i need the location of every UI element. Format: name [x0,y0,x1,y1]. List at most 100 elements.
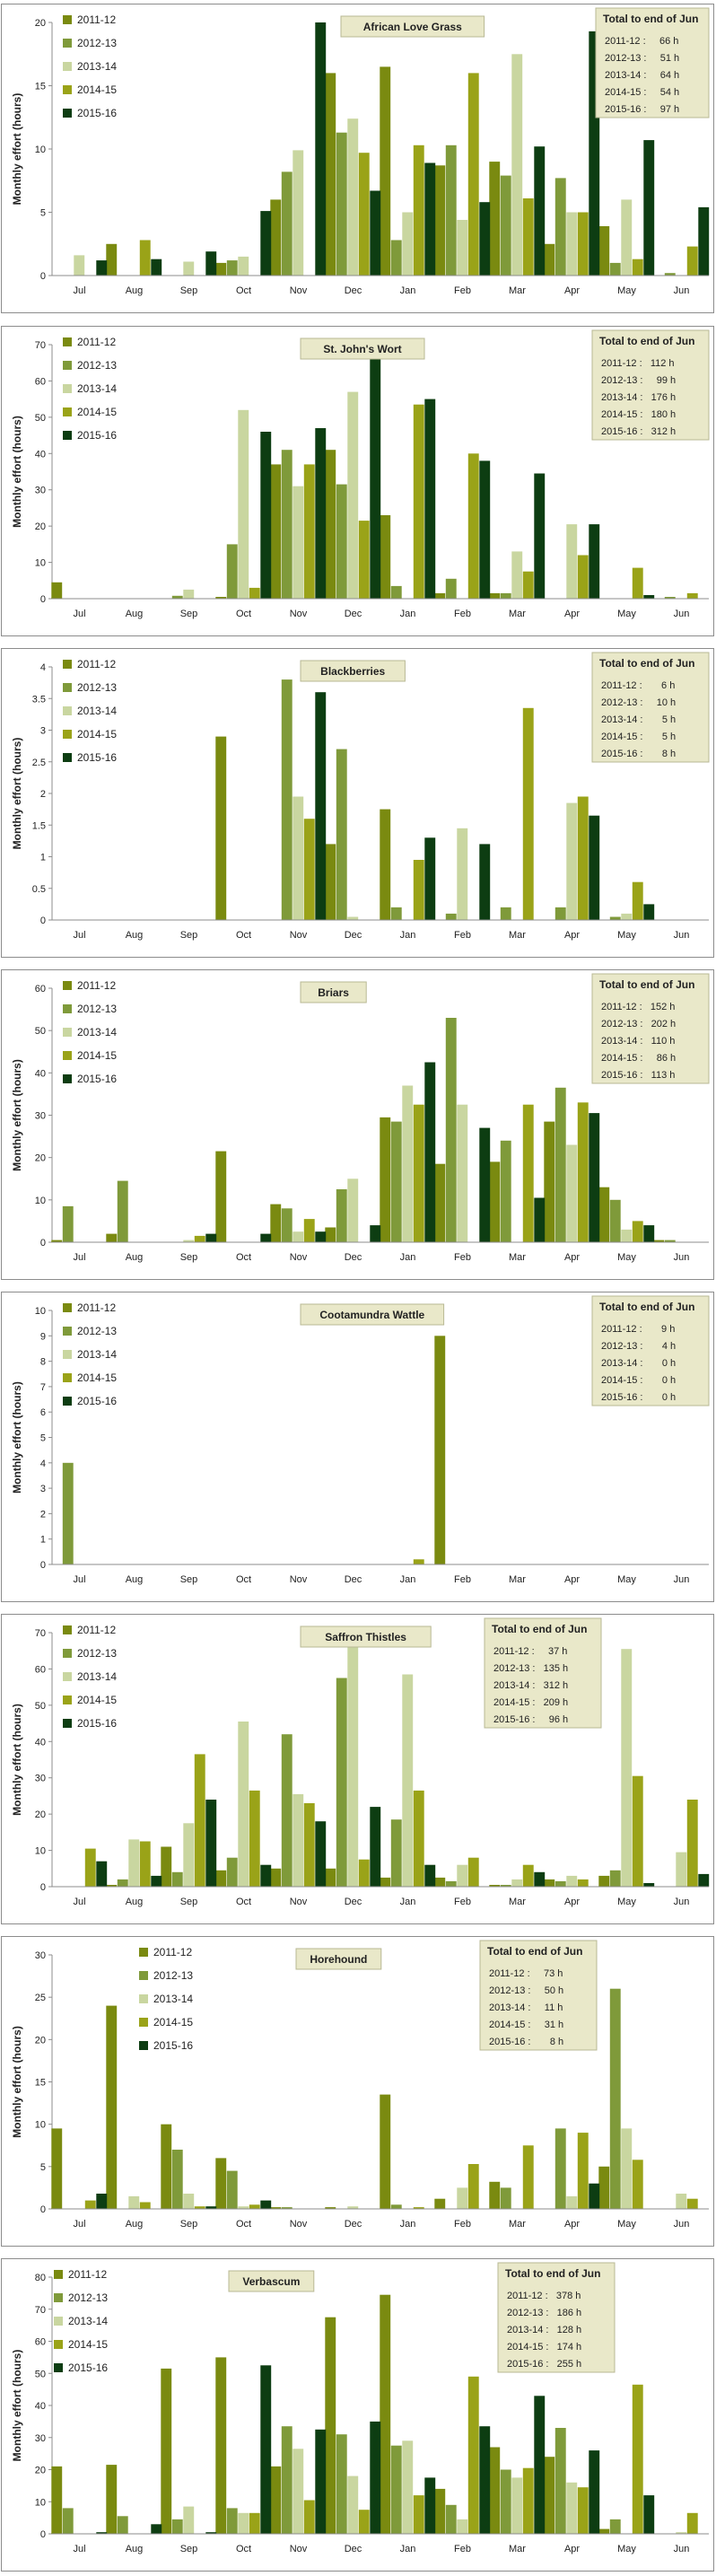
legend-label-2011-12: 2011-12 [153,1946,192,1958]
legend-label-2012-13: 2012-13 [77,1647,117,1660]
bar-2015-16-may [643,140,655,276]
x-tick-label-nov: Nov [290,2544,308,2554]
bar-2011-12-dec [325,73,336,276]
bar-2012-13-mar [500,907,511,920]
total-line: 2015-16 : 0 h [601,1392,676,1403]
y-tick-label: 3 [40,1484,46,1494]
x-tick-label-jul: Jul [73,1252,85,1263]
total-line: 2012-13 : 202 h [601,1019,676,1030]
y-tick-label: 0 [40,594,46,605]
x-tick-label-feb: Feb [454,1574,471,1585]
bar-2013-14-dec [347,2206,359,2209]
y-tick-label: 0 [40,2204,46,2215]
title-box [300,1303,445,1326]
x-tick-label-nov: Nov [290,1897,308,1907]
y-axis-title: Monthly effort (hours) [11,1704,23,1816]
x-tick-label-nov: Nov [290,2219,308,2230]
totals-box-bg [591,329,710,441]
bar-2011-12-jan [380,2094,391,2209]
x-tick-label-jan: Jan [400,2219,416,2230]
bar-2013-14-apr [566,212,578,276]
bar-2015-16-mar [534,2396,546,2534]
y-tick-label: 10 [35,558,46,569]
y-tick-label: 50 [35,1026,46,1037]
bar-2012-13-nov [281,450,293,599]
bar-2011-12-aug [106,2465,118,2534]
bar-2013-14-feb [457,1104,468,1242]
y-tick-label: 20 [35,1809,46,1820]
bar-2012-13-aug [117,1180,128,1242]
bar-2014-15-nov [303,819,315,920]
title-box [340,15,485,38]
bar-2012-13-dec [336,2434,347,2534]
y-tick-label: 8 [40,1357,46,1368]
y-tick-label: 1.5 [32,820,46,831]
x-tick-label-jan: Jan [400,1897,416,1907]
x-tick-label-jan: Jan [400,1574,416,1585]
bar-2012-13-dec [336,749,347,920]
bar-2013-14-oct [238,409,249,599]
bar-2013-14-aug [128,2195,140,2209]
y-tick-label: 70 [35,340,46,351]
bar-2013-14-jun [676,1852,687,1887]
bar-2011-12-jan [380,1877,391,1887]
y-tick-label: 20 [35,2035,46,2046]
y-tick-label: 0 [40,271,46,282]
legend-label-2013-14: 2013-14 [77,1670,117,1683]
bar-2015-16-jul [96,1861,108,1887]
x-tick-label-sep: Sep [180,930,198,941]
bar-2013-14-apr [566,1144,578,1242]
y-axis-title: Monthly effort (hours) [11,2350,23,2462]
legend-swatch-2013-14 [63,706,72,715]
bar-2015-16-feb [479,1127,491,1242]
x-tick-label-jun: Jun [674,1252,690,1263]
bar-2012-13-apr [554,2428,566,2534]
x-tick-label-mar: Mar [509,609,526,619]
legend: 2011-12 2012-13 2013-14 2014-15 2015-16 [54,2268,108,2374]
total-line: 2013-14 : 128 h [507,2325,581,2335]
totals-box-bg [479,1940,598,2051]
x-tick-label-feb: Feb [454,2544,471,2554]
bar-2014-15-may [632,881,643,920]
bar-2012-13-may [609,1988,621,2209]
bar-2015-16-feb [479,2426,491,2534]
bar-2011-12-jan [380,515,391,599]
y-tick-label: 1 [40,1535,46,1546]
bar-2012-13-apr [554,1880,566,1887]
bar-2011-12-nov [270,2466,282,2534]
bar-2013-14-may [621,2128,633,2209]
bar-2015-16-oct [260,1233,272,1242]
bar-2012-13-jan [390,907,402,920]
chart-title: African Love Grass [363,21,462,33]
bar-2015-16-oct [260,211,272,276]
bar-2013-14-jul [74,255,85,276]
x-tick-label-aug: Aug [126,2544,144,2554]
x-tick-label-nov: Nov [290,930,308,941]
y-tick-label: 60 [35,376,46,387]
y-tick-label: 4 [40,662,46,673]
bar-2013-14-sep [183,589,195,599]
bar-2014-15-feb [467,2164,479,2209]
bar-2014-15-mar [522,1104,534,1242]
bar-2015-16-dec [370,2421,381,2534]
bar-2012-13-apr [554,1087,566,1242]
bar-2012-13-jul [62,1205,74,1242]
y-tick-label: 0 [40,1238,46,1249]
bar-2011-12-oct [215,597,227,599]
x-tick-label-mar: Mar [509,1252,526,1263]
x-tick-label-apr: Apr [564,2544,580,2554]
bar-2011-12-jul [51,1240,63,1242]
bar-2015-16-aug [151,1875,162,1887]
bar-2015-16-mar [534,473,546,599]
bar-2014-15-jan [413,404,424,599]
bar-2011-12-oct [215,262,227,276]
bar-2014-15-may [632,1775,643,1887]
x-tick-label-feb: Feb [454,285,471,296]
bar-2013-14-mar [511,1879,523,1887]
x-tick-label-may: May [617,1897,636,1907]
legend-swatch-2014-15 [63,1051,72,1060]
bar-2011-12-aug [106,1233,118,1242]
legend-swatch-2012-13 [63,39,72,48]
legend-label-2013-14: 2013-14 [68,2315,108,2327]
legend-swatch-2011-12 [63,15,72,24]
